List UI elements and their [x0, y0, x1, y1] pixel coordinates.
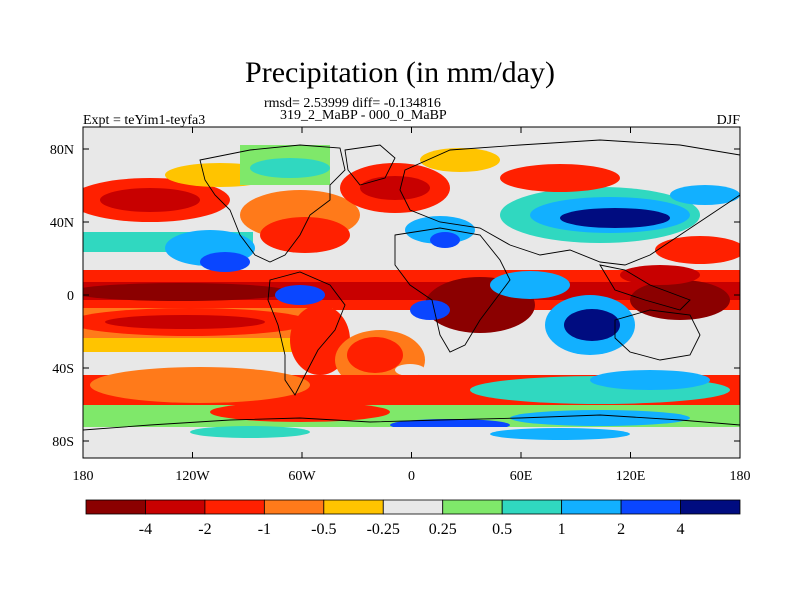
y-tick-label: 40S — [52, 362, 74, 377]
x-tick-label: 120E — [616, 469, 646, 484]
y-tick-label: 40N — [50, 216, 74, 231]
colorbar-swatch — [145, 499, 206, 515]
colorbar-labels: -4 -2 -1 -0.5 -0.25 0.25 0.5 1 2 4 — [139, 521, 685, 538]
colorbar-swatch — [442, 499, 503, 515]
colorbar-swatch — [382, 499, 444, 515]
outline-greenland — [344, 144, 396, 186]
colorbar-label: 4 — [677, 521, 685, 538]
land-outlines — [83, 139, 740, 431]
rmsd-diff-label: rmsd= 2.53999 diff= -0.134816 — [264, 96, 441, 111]
x-tick-label: 180 — [73, 469, 94, 484]
x-tick-label: 0 — [408, 469, 415, 484]
plot-title: Precipitation (in mm/day) — [245, 56, 555, 89]
colorbar-label: -0.5 — [311, 521, 336, 538]
y-tick-label: 80S — [52, 435, 74, 450]
colorbar-swatch — [204, 499, 265, 515]
colorbar-swatch — [501, 499, 563, 515]
outline-north-america — [199, 144, 346, 263]
outline-eurasia — [399, 139, 740, 266]
colorbar-label: 1 — [558, 521, 566, 538]
axis-ticks — [82, 127, 741, 458]
y-tick-label: 0 — [67, 289, 74, 304]
colorbar-label: 0.25 — [429, 521, 457, 538]
colorbar-swatch — [620, 499, 681, 515]
colorbar-swatch — [561, 499, 622, 515]
colorbar-swatch — [323, 499, 384, 515]
colorbar-label: -0.25 — [367, 521, 400, 538]
x-tick-label: 60E — [510, 469, 533, 484]
outline-australia — [614, 309, 701, 361]
outline-antarctica — [83, 414, 740, 431]
x-tick-label: 180 — [730, 469, 751, 484]
outline-africa — [394, 227, 511, 353]
colorbar-label: -2 — [198, 521, 211, 538]
colorbar-swatch — [680, 499, 741, 515]
outline-southeast-asia — [599, 264, 691, 311]
x-tick-label: 120W — [175, 469, 210, 484]
outline-south-america — [267, 271, 346, 396]
y-tick-labels: 80N 40N 0 40S 80S — [50, 143, 74, 450]
colorbar-swatch — [263, 499, 325, 515]
map-field — [83, 127, 740, 458]
colorbar-label: 2 — [617, 521, 625, 538]
season-label: DJF — [716, 113, 740, 128]
x-tick-labels: 180 120W 60W 0 60E 120E 180 — [73, 469, 751, 484]
colorbar-label: -1 — [258, 521, 271, 538]
colorbar-label: 0.5 — [492, 521, 512, 538]
y-tick-label: 80N — [50, 143, 74, 158]
case-difference-label: 319_2_MaBP - 000_0_MaBP — [280, 108, 447, 123]
colorbar — [85, 499, 741, 515]
colorbar-swatch — [85, 499, 146, 515]
colorbar-label: -4 — [139, 521, 152, 538]
experiment-label: Expt = teYim1-teyfa3 — [83, 113, 206, 128]
x-tick-label: 60W — [288, 469, 316, 484]
